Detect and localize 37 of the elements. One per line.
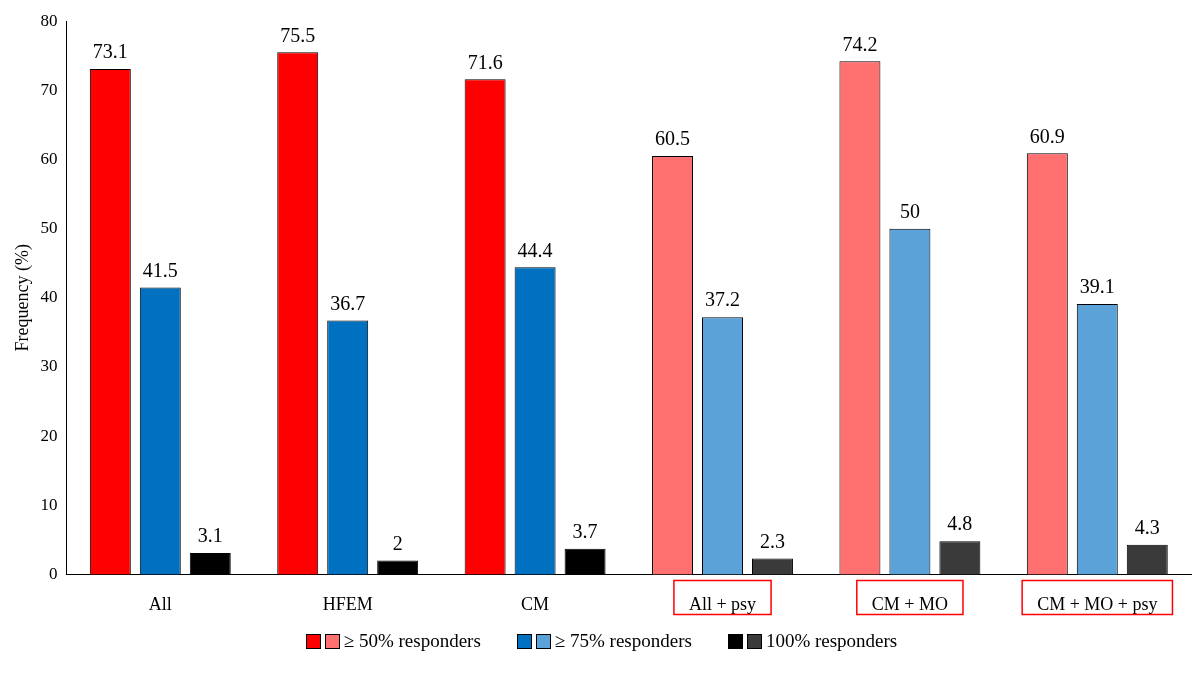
data-label: 2 [392,531,403,554]
x-tick-label: All + psy [688,593,757,614]
data-label: 73.1 [92,40,128,63]
x-tick-label: CM + MO + psy [1037,593,1158,614]
x-tick-label: All [148,593,172,614]
y-tick-label: 40 [40,287,58,307]
x-tick-label: HFEM [322,593,373,614]
legend-label: 100% responders [765,630,898,652]
data-label: 2.3 [759,529,785,552]
data-label: 36.7 [330,291,366,314]
data-label: 3.7 [572,520,598,543]
y-tick-label: 50 [40,218,58,238]
y-tick-label: 60 [40,148,58,168]
y-tick-label: 80 [40,10,58,30]
legend-label: ≥ 50% responders [343,630,481,652]
data-label: 39.1 [1079,275,1115,298]
x-tick-label: CM [521,593,550,614]
y-tick-label: 20 [40,425,58,445]
data-label: 3.1 [197,524,223,547]
data-label: 44.4 [517,238,553,261]
data-label: 50 [899,199,920,222]
y-tick-label: 10 [40,494,58,514]
data-label: 74.2 [842,32,878,55]
y-tick-label: 0 [49,563,58,583]
y-axis-title: Frequency (%) [11,244,33,352]
data-label: 37.2 [705,288,740,311]
y-tick-label: 70 [40,79,58,99]
y-tick-label: 30 [40,356,58,376]
data-label: 60.5 [655,127,691,150]
data-label: 4.3 [1134,515,1160,538]
x-tick-label: CM + MO [871,593,948,614]
data-label: 75.5 [280,23,316,46]
data-label: 60.9 [1029,124,1065,147]
data-label: 41.5 [142,258,178,281]
data-label: 4.8 [947,512,973,535]
legend-label: ≥ 75% responders [554,630,692,652]
data-label: 71.6 [467,50,503,73]
